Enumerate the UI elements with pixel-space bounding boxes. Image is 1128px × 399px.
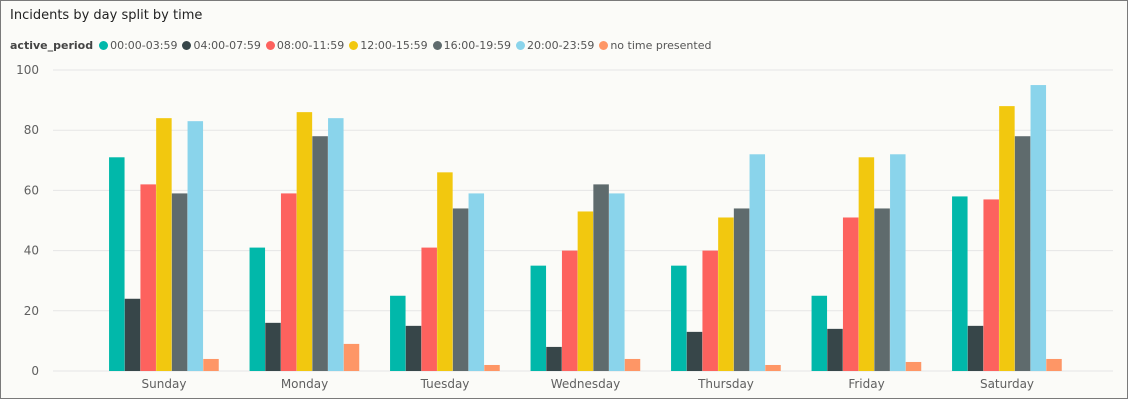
bar xyxy=(890,154,906,371)
bar xyxy=(156,118,172,371)
bar xyxy=(686,331,703,371)
chart-legend: active_period 00:00-03:59 04:00-07:59 08:0… xyxy=(10,39,716,52)
bar xyxy=(187,121,204,371)
bar xyxy=(265,322,281,371)
x-tick-label: Tuesday xyxy=(420,377,470,391)
bar xyxy=(249,247,266,371)
bar xyxy=(733,208,750,371)
bar xyxy=(858,157,875,371)
bar xyxy=(624,358,641,371)
y-tick-label: 40 xyxy=(24,244,39,258)
bar xyxy=(328,118,344,371)
bar xyxy=(874,208,890,371)
legend-label: no time presented xyxy=(610,39,712,52)
bar xyxy=(405,325,422,371)
bar xyxy=(702,250,718,371)
y-tick-label: 20 xyxy=(24,304,39,318)
y-tick-label: 100 xyxy=(16,63,39,77)
legend-swatch xyxy=(515,41,525,50)
x-tick-label: Monday xyxy=(281,377,328,391)
y-tick-label: 80 xyxy=(24,123,39,137)
x-tick-label: Saturday xyxy=(980,377,1034,391)
bar xyxy=(546,346,562,371)
legend-item[interactable]: 20:00-23:59 xyxy=(515,39,595,52)
legend-title: active_period xyxy=(10,39,94,52)
bar xyxy=(952,196,968,371)
bar xyxy=(561,250,578,371)
legend-item[interactable]: 08:00-11:59 xyxy=(265,39,345,52)
bar xyxy=(1030,85,1047,372)
bar xyxy=(577,211,594,371)
bar xyxy=(484,364,500,371)
bar xyxy=(842,217,859,371)
legend-label: 04:00-07:59 xyxy=(193,39,261,52)
bar xyxy=(421,247,437,371)
bar xyxy=(280,193,297,371)
legend-item[interactable]: no time presented xyxy=(599,39,711,52)
x-tick-label: Wednesday xyxy=(551,377,620,391)
x-tick-label: Sunday xyxy=(142,377,187,391)
x-tick-label: Friday xyxy=(848,377,884,391)
bar xyxy=(171,193,188,371)
bar xyxy=(999,106,1015,372)
legend-label: 20:00-23:59 xyxy=(526,39,595,52)
legend-label: 16:00-19:59 xyxy=(443,39,511,52)
bar xyxy=(203,358,219,371)
chart-title: Incidents by day split by time xyxy=(10,8,203,23)
legend-item[interactable]: 12:00-15:59 xyxy=(349,39,428,52)
legend-swatch xyxy=(432,41,442,50)
legend-label: 08:00-11:59 xyxy=(276,39,345,52)
legend-label: 00:00-03:59 xyxy=(110,39,178,52)
bar xyxy=(671,265,687,371)
legend-item[interactable]: 00:00-03:59 xyxy=(99,39,177,52)
legend-swatch xyxy=(349,41,359,50)
bar xyxy=(1046,358,1062,371)
bar xyxy=(609,193,625,371)
bar xyxy=(765,364,781,371)
legend-items: 00:00-03:59 04:00-07:59 08:00-11:59 12:00-1… xyxy=(99,39,716,52)
legend-item[interactable]: 16:00-19:59 xyxy=(432,39,511,52)
bar xyxy=(593,184,609,371)
legend-item[interactable]: 04:00-07:59 xyxy=(182,39,261,52)
bar xyxy=(749,154,766,371)
bar xyxy=(140,184,156,371)
bar xyxy=(718,217,734,371)
y-tick-label: 60 xyxy=(24,183,39,197)
bar xyxy=(983,199,999,371)
bar xyxy=(452,208,469,371)
bar xyxy=(967,325,984,371)
bar xyxy=(811,295,828,371)
bar xyxy=(827,328,843,371)
y-tick-label: 0 xyxy=(31,364,39,378)
bar xyxy=(296,112,313,371)
bar xyxy=(124,298,141,371)
legend-label: 12:00-15:59 xyxy=(360,39,428,52)
legend-swatch xyxy=(599,41,609,50)
legend-swatch xyxy=(265,41,275,50)
legend-swatch xyxy=(99,41,109,50)
bar xyxy=(530,265,547,371)
bar xyxy=(312,136,328,371)
bar xyxy=(437,172,453,371)
legend-swatch xyxy=(182,41,192,50)
bar xyxy=(390,295,406,371)
bar xyxy=(1014,136,1031,371)
bar xyxy=(905,361,922,371)
bar xyxy=(468,193,485,371)
bar xyxy=(343,343,360,371)
bar xyxy=(109,157,125,371)
x-tick-label: Thursday xyxy=(697,377,754,391)
